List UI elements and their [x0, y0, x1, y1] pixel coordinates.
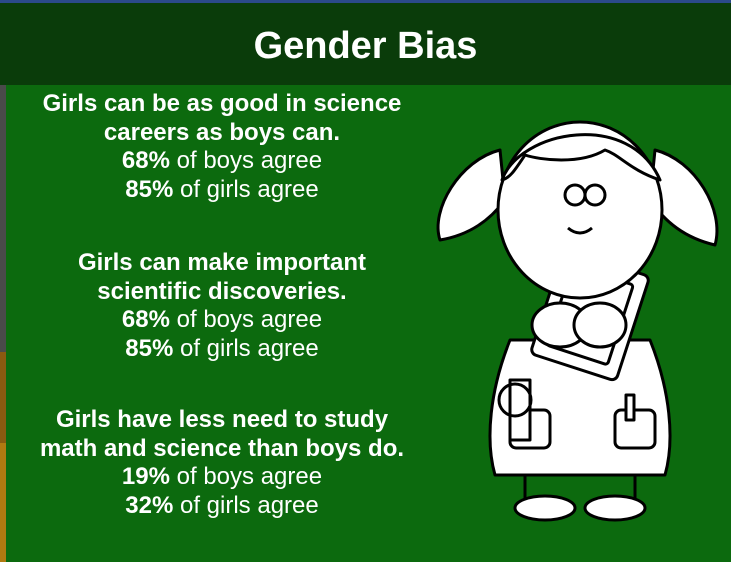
girls-text: of girls agree — [180, 335, 319, 362]
statement-line: math and science than boys do. — [5, 435, 439, 464]
boys-stat: 68% of boys agree — [5, 306, 439, 335]
girls-stat: 85% of girls agree — [5, 176, 439, 205]
girls-percent: 85% — [125, 335, 173, 362]
girls-percent: 85% — [125, 176, 173, 203]
boys-text: of boys agree — [177, 306, 322, 333]
statement-line: scientific discoveries. — [5, 278, 439, 307]
boys-text: of boys agree — [177, 147, 322, 174]
slide: Gender Bias Girls can be as good in scie… — [0, 0, 731, 562]
girls-text: of girls agree — [180, 176, 319, 203]
boys-percent: 68% — [122, 147, 170, 174]
boys-percent: 19% — [122, 463, 170, 490]
girls-text: of girls agree — [180, 492, 319, 519]
statement-line: Girls have less need to study — [5, 406, 439, 435]
girl-scientist-illustration — [430, 110, 725, 525]
statement-line: careers as boys can. — [5, 119, 439, 148]
boys-text: of boys agree — [177, 463, 322, 490]
slide-title: Gender Bias — [0, 3, 731, 85]
statement-line: Girls can be as good in science — [5, 90, 439, 119]
girls-percent: 32% — [125, 492, 173, 519]
boys-stat: 68% of boys agree — [5, 147, 439, 176]
statement-line: Girls can make important — [5, 249, 439, 278]
girls-stat: 32% of girls agree — [5, 492, 439, 521]
boys-stat: 19% of boys agree — [5, 463, 439, 492]
boys-percent: 68% — [122, 306, 170, 333]
girls-stat: 85% of girls agree — [5, 335, 439, 364]
header-bar: Gender Bias — [0, 3, 731, 85]
